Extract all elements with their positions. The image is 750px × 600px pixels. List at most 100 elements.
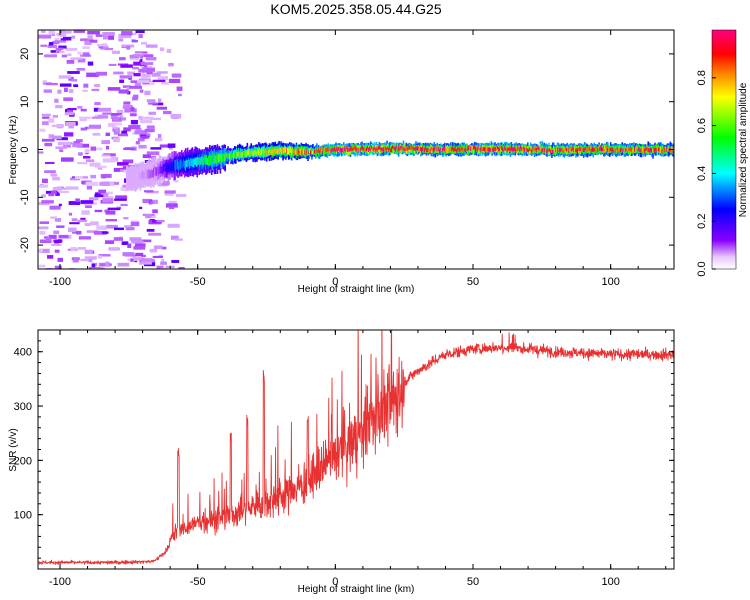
ridge-cell xyxy=(165,163,168,172)
ridge-cell xyxy=(321,150,324,154)
noise-speck xyxy=(101,140,110,145)
ridge-cell xyxy=(150,170,152,179)
noise-speck xyxy=(77,219,88,223)
ridge-cell xyxy=(244,150,247,157)
noise-speck xyxy=(133,73,141,77)
ridge-cell xyxy=(513,146,516,151)
ridge-cell xyxy=(317,149,320,157)
ridge-cell xyxy=(611,147,614,152)
noise-speck xyxy=(156,220,165,223)
ridge-cell xyxy=(665,147,668,152)
noise-speck xyxy=(113,131,120,135)
ridge-cell xyxy=(403,143,406,152)
noise-speck xyxy=(89,39,94,43)
noise-speck xyxy=(129,237,142,241)
noise-speck xyxy=(133,246,146,250)
ridge-cell xyxy=(451,146,454,150)
noise-speck xyxy=(114,227,124,231)
spectrogram-ylabel: Frequency (Hz) xyxy=(8,116,19,185)
noise-speck xyxy=(113,237,123,241)
ridge-cell xyxy=(435,148,438,153)
ridge-cell xyxy=(416,146,418,151)
noise-speck xyxy=(129,56,141,61)
noise-speck xyxy=(118,133,129,137)
noise-speck xyxy=(82,52,90,57)
noise-speck xyxy=(69,222,80,225)
noise-speck xyxy=(122,105,133,109)
ridge-cell xyxy=(126,172,128,182)
noise-speck xyxy=(83,83,89,88)
spectrogram-heatmap xyxy=(38,30,674,269)
noise-speck xyxy=(140,116,154,120)
ridge-cell xyxy=(234,152,236,159)
ridge-cell xyxy=(141,171,144,180)
ridge-cell xyxy=(249,150,252,157)
ridge-cell xyxy=(614,149,617,153)
ridge-cell xyxy=(473,145,476,150)
ridge-cell xyxy=(581,146,584,151)
ridge-cell xyxy=(651,148,653,153)
noise-speck xyxy=(121,44,135,48)
ridge-cell xyxy=(400,145,403,154)
ridge-cell xyxy=(185,159,188,168)
noise-speck xyxy=(90,174,97,179)
ridge-cell xyxy=(405,146,408,151)
ridge-cell xyxy=(667,147,670,152)
ridge-cell xyxy=(299,148,302,155)
ridge-cell xyxy=(578,147,580,152)
ridge-cell xyxy=(574,147,576,152)
ridge-cell xyxy=(536,146,539,150)
ridge-cell xyxy=(357,145,359,152)
ridge-cell xyxy=(534,146,537,151)
ridge-cell xyxy=(533,147,536,152)
noise-speck xyxy=(41,138,55,142)
ridge-cell xyxy=(157,167,160,176)
ridge-cell xyxy=(319,148,322,153)
noise-speck xyxy=(130,107,135,112)
ridge-cell xyxy=(196,157,199,168)
noise-speck xyxy=(140,119,153,124)
ridge-cell xyxy=(590,149,593,154)
ridge-cell xyxy=(593,147,596,152)
colorbar: 0.0 0.2 0.4 0.6 0.8 Normalized spectral ampl… xyxy=(696,29,749,277)
ridge-cell xyxy=(285,147,287,153)
noise-speck xyxy=(118,38,124,42)
ridge-cell xyxy=(634,147,637,153)
ridge-cell xyxy=(632,147,635,152)
ridge-cell xyxy=(595,148,597,153)
ridge-cell xyxy=(506,147,509,153)
ridge-cell xyxy=(261,148,264,155)
noise-speck xyxy=(91,88,100,92)
ridge-cell xyxy=(207,158,209,166)
ridge-cell xyxy=(228,153,230,158)
ridge-cell xyxy=(386,147,388,152)
ridge-cell xyxy=(156,166,159,174)
noise-speck xyxy=(58,75,72,79)
ridge-cell xyxy=(522,147,524,152)
noise-speck xyxy=(134,82,141,87)
ridge-cell xyxy=(406,146,409,151)
noise-speck xyxy=(38,248,43,253)
ridge-cell xyxy=(612,149,615,154)
ridge-cell xyxy=(491,146,493,151)
ridge-cell xyxy=(461,146,464,151)
ridge-cell xyxy=(238,151,241,160)
ridge-cell xyxy=(279,147,281,154)
noise-speck xyxy=(54,240,60,244)
ridge-cell xyxy=(463,146,465,151)
noise-speck xyxy=(48,193,55,197)
ridge-cell xyxy=(429,148,432,154)
ridge-cell xyxy=(221,154,224,163)
noise-speck xyxy=(58,141,71,146)
noise-speck xyxy=(88,197,99,201)
noise-speck xyxy=(39,248,50,253)
noise-speck xyxy=(96,225,107,230)
noise-speck xyxy=(85,181,99,187)
ridge-cell xyxy=(436,146,438,152)
ridge-cell xyxy=(515,148,518,153)
noise-speck xyxy=(117,262,130,267)
noise-speck xyxy=(85,205,92,208)
noise-speck xyxy=(109,247,119,251)
noise-speck xyxy=(134,243,146,248)
noise-speck xyxy=(40,44,48,47)
